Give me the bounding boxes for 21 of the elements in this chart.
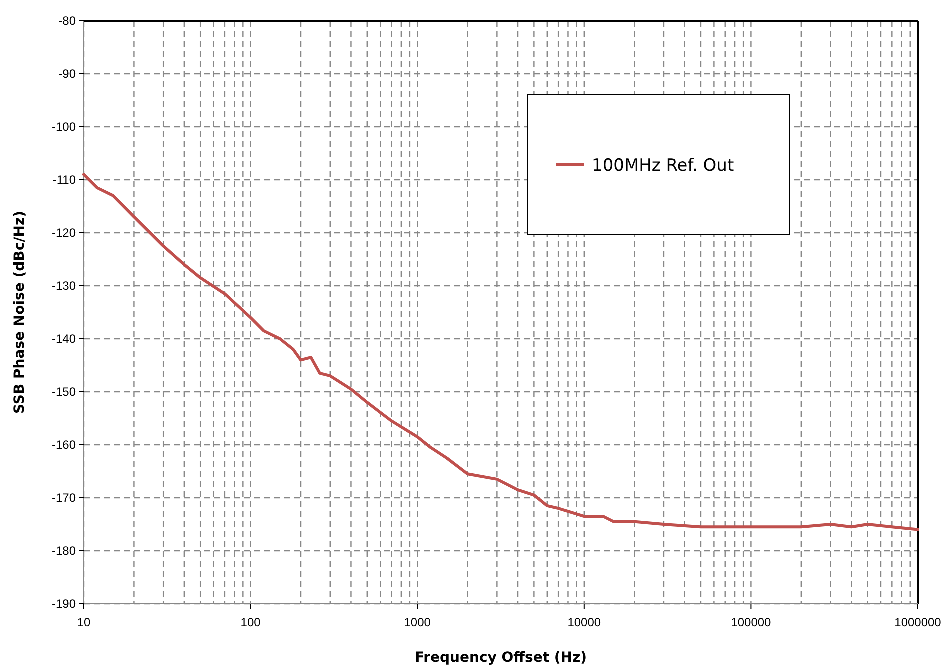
y-tick-label: -120	[52, 226, 76, 240]
y-tick-label: -160	[52, 438, 76, 452]
y-tick-label: -170	[52, 490, 76, 505]
y-tick-label: -110	[52, 172, 76, 187]
x-tick-label: 1000000	[894, 615, 942, 630]
y-tick-label: -130	[52, 278, 76, 293]
x-tick-label: 10	[77, 615, 91, 630]
y-tick-label: -80	[58, 14, 76, 28]
y-tick-label: -100	[52, 120, 76, 134]
x-tick-label: 1000	[404, 615, 432, 630]
x-tick-label: 10000	[568, 615, 602, 630]
x-tick-label: 100	[240, 615, 262, 630]
y-axis-title: SSB Phase Noise (dBc/Hz)	[12, 210, 28, 414]
y-tick-label: -150	[52, 384, 76, 399]
x-tick-label: 100000	[731, 615, 772, 630]
y-tick-label: -140	[52, 332, 76, 346]
y-tick-label: -190	[52, 596, 76, 611]
x-axis-title: Frequency Offset (Hz)	[414, 650, 588, 666]
legend-label: 100MHz Ref. Out	[592, 156, 734, 176]
y-tick-label: -180	[52, 544, 76, 558]
y-tick-label: -90	[58, 66, 76, 81]
